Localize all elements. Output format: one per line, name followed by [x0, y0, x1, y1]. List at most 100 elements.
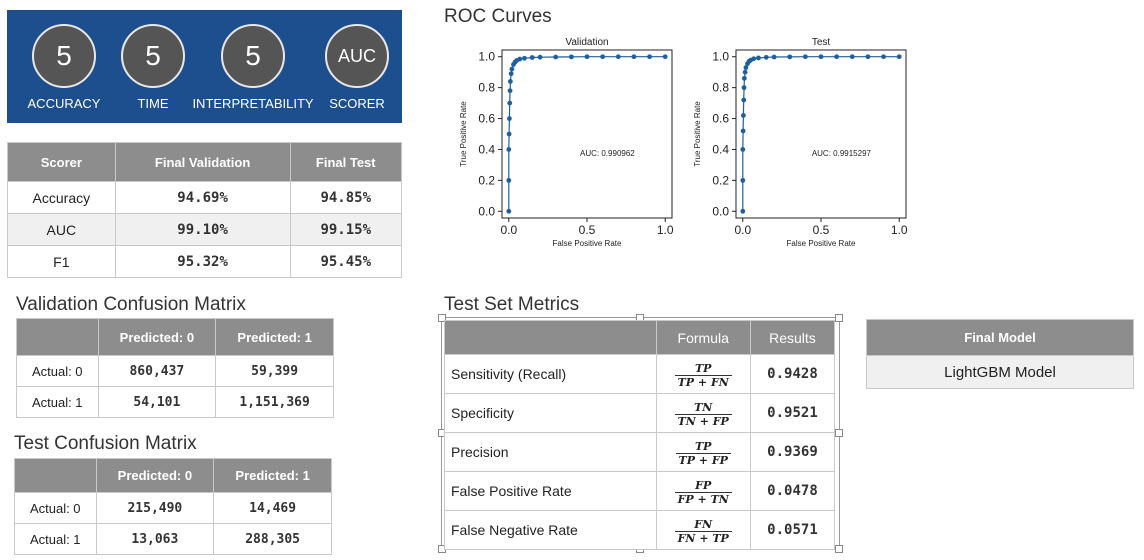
formula-numerator: TN	[694, 400, 713, 414]
accuracy-dial: 5	[32, 24, 96, 88]
y-tick-label: 1.0	[478, 50, 495, 64]
header-cell: Predicted: 0	[97, 318, 217, 356]
interpretability-dial-value: 5	[245, 40, 261, 71]
scorer-name: Accuracy	[7, 181, 116, 214]
row-label: Actual: 1	[16, 386, 99, 418]
roc-point	[741, 97, 747, 103]
x-tick-label: 0.0	[734, 223, 751, 237]
final-model-header: Final Model	[866, 319, 1134, 356]
roc-point	[615, 54, 621, 60]
roc-point	[507, 116, 512, 121]
roc-point	[740, 147, 746, 152]
resize-handle[interactable]	[438, 314, 446, 322]
validation-score: 94.69%	[114, 181, 291, 214]
roc-point	[771, 54, 777, 60]
table-row: Actual: 1 13,063 288,305	[14, 523, 332, 555]
formula-denominator: FP + TN	[674, 491, 732, 506]
header-cell: Predicted: 1	[213, 458, 332, 493]
test-score: 99.15%	[289, 213, 402, 246]
metric-name: Specificity	[444, 393, 657, 433]
roc-point	[763, 54, 769, 60]
resize-handle[interactable]	[835, 314, 843, 322]
header-cell: Predicted: 1	[215, 318, 334, 356]
table-row: AUC 99.10% 99.15%	[7, 213, 402, 246]
y-tick-label: 0.8	[712, 81, 729, 95]
test-score: 94.85%	[289, 181, 402, 214]
resize-handle[interactable]	[835, 429, 843, 437]
cm-cell: 14,469	[213, 492, 332, 524]
table-row: Actual: 1 54,101 1,151,369	[16, 386, 334, 418]
formula-cell: TP TP + FN	[655, 354, 751, 394]
roc-point	[741, 75, 747, 81]
formula-numerator: FP	[695, 478, 712, 492]
roc-point	[507, 100, 513, 106]
roc-point	[529, 55, 535, 60]
roc-point	[787, 54, 793, 60]
roc-curve-line	[508, 56, 666, 212]
table-row: False Negative Rate FN FN + TP 0.0571	[444, 510, 836, 550]
roc-point	[834, 54, 840, 60]
header-cell: Scorer	[7, 142, 116, 182]
metric-result: 0.9428	[749, 354, 836, 394]
table-header-row: Final Model	[866, 319, 1134, 356]
roc-point	[662, 54, 668, 60]
table-header-row: Scorer Final Validation Final Test	[7, 142, 402, 182]
roc-curve-line	[742, 56, 900, 212]
y-tick-label: 0.8	[478, 81, 495, 95]
auc-annotation: AUC: 0.990962	[580, 149, 635, 158]
interpretability-dial-label: INTERPRETABILITY	[192, 96, 314, 111]
validation-score: 95.32%	[114, 245, 291, 278]
test-metrics-table: Formula Results Sensitivity (Recall) TP T…	[444, 320, 836, 550]
roc-point	[506, 147, 512, 152]
header-cell: Final Validation	[114, 142, 291, 182]
roc-point	[881, 54, 886, 60]
y-tick-label: 0.4	[478, 142, 495, 156]
formula: TN TN + FP	[674, 400, 732, 428]
metric-result: 0.0571	[749, 510, 836, 550]
time-dial: 5	[121, 24, 185, 88]
formula-numerator: FN	[694, 517, 713, 531]
roc-point	[740, 177, 746, 183]
x-tick-label: 1.0	[657, 223, 674, 237]
table-row: Sensitivity (Recall) TP TP + FN 0.9428	[444, 354, 836, 394]
validation-confusion-matrix: Predicted: 0 Predicted: 1 Actual: 0 860,…	[16, 318, 334, 418]
formula-numerator: TP	[694, 439, 712, 453]
roc-point	[508, 71, 514, 77]
header-cell: Predicted: 0	[95, 458, 215, 493]
cm-cell: 54,101	[97, 386, 217, 418]
roc-point	[506, 131, 512, 137]
table-row: Accuracy 94.69% 94.85%	[7, 181, 402, 214]
scorer-dial: AUC	[325, 24, 389, 88]
formula: TP TP + FP	[675, 439, 731, 467]
cm-cell: 215,490	[95, 492, 215, 524]
roc-point	[522, 55, 527, 61]
settings-panel: 5 ACCURACY 5 TIME 5 INTERPRETABILITY AUC…	[7, 10, 402, 123]
table-row: F1 95.32% 95.45%	[7, 245, 402, 278]
row-label: Actual: 0	[14, 492, 97, 524]
chart-title: Test	[812, 37, 831, 48]
roc-point	[568, 54, 574, 60]
formula-denominator: TN + FP	[674, 413, 732, 428]
final-model-table: Final Model LightGBM Model	[866, 319, 1134, 389]
test-metrics-title: Test Set Metrics	[444, 294, 580, 315]
formula-denominator: FN + TP	[674, 530, 732, 545]
roc-point	[537, 54, 543, 60]
y-tick-label: 0.6	[478, 112, 495, 126]
header-cell: Formula	[655, 320, 751, 355]
x-tick-label: 0.0	[500, 223, 517, 237]
test-cm-title: Test Confusion Matrix	[14, 433, 197, 454]
metric-name: False Positive Rate	[444, 471, 657, 511]
resize-handle[interactable]	[835, 545, 843, 553]
scorer-name: AUC	[7, 213, 116, 246]
formula: TP TP + FN	[674, 362, 732, 389]
roc-point	[751, 56, 757, 62]
roc-point	[740, 128, 746, 134]
roc-point	[818, 54, 824, 60]
cm-cell: 13,063	[95, 523, 215, 555]
scorer-name: F1	[7, 245, 116, 278]
roc-point	[509, 66, 515, 72]
table-header-row: Formula Results	[444, 320, 836, 355]
metric-name: Precision	[444, 432, 657, 472]
y-tick-label: 0.6	[712, 112, 729, 126]
roc-point	[584, 54, 590, 60]
